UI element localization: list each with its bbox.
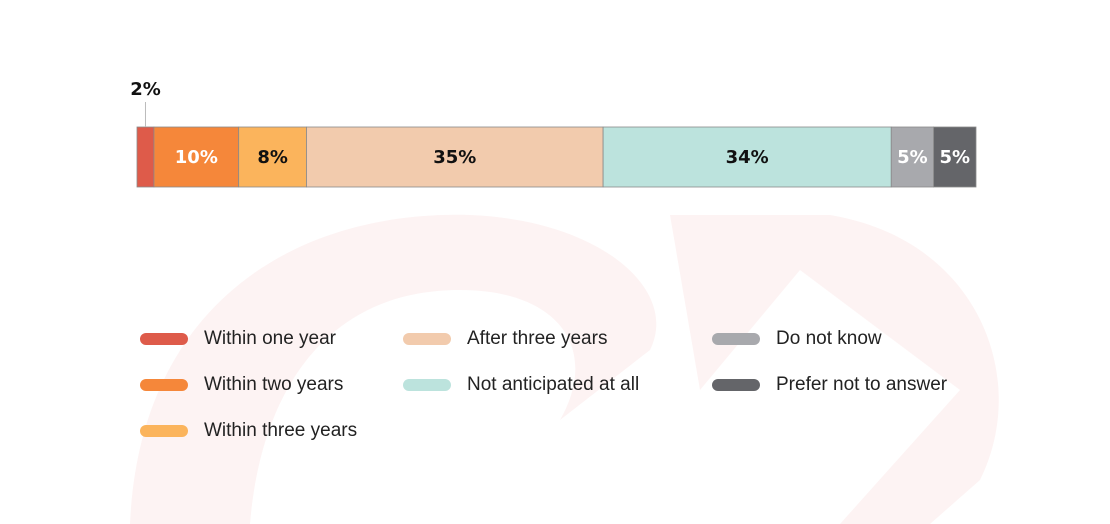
- data-label: 35%: [433, 147, 476, 168]
- legend-item: After three years: [403, 328, 607, 350]
- data-label: 8%: [257, 147, 288, 168]
- legend-item: Within one year: [140, 328, 336, 350]
- legend-label: Not anticipated at all: [467, 374, 640, 395]
- data-label: 5%: [940, 147, 971, 168]
- legend-label: Do not know: [776, 328, 882, 349]
- bar-segment: [136, 126, 155, 188]
- legend-item: Do not know: [712, 328, 882, 350]
- bar-segment: [890, 126, 935, 188]
- legend-swatch: [140, 425, 188, 437]
- data-label: 5%: [897, 147, 928, 168]
- legend-item: Not anticipated at all: [403, 374, 639, 396]
- legend-swatch: [712, 379, 760, 391]
- bar-segment: [238, 126, 307, 188]
- legend-label: Within one year: [204, 328, 337, 349]
- data-label: 10%: [175, 147, 218, 168]
- legend-swatch: [140, 379, 188, 391]
- legend-label: After three years: [467, 328, 608, 349]
- legend-swatch: [140, 333, 188, 345]
- data-label: 34%: [726, 147, 769, 168]
- legend-swatch: [712, 333, 760, 345]
- legend-label: Within three years: [204, 420, 358, 441]
- data-label: 2%: [130, 79, 161, 100]
- legend-label: Within two years: [204, 374, 344, 395]
- bar-segment: [153, 126, 240, 188]
- legend-swatch: [403, 379, 451, 391]
- legend-item: Within two years: [140, 374, 343, 396]
- legend-item: Prefer not to answer: [712, 374, 947, 396]
- bar-segment: [933, 126, 977, 188]
- legend-label: Prefer not to answer: [776, 374, 948, 395]
- legend-swatch: [403, 333, 451, 345]
- legend-item: Within three years: [140, 420, 357, 442]
- bar-segment: [602, 126, 892, 188]
- bar-segment: [306, 126, 604, 188]
